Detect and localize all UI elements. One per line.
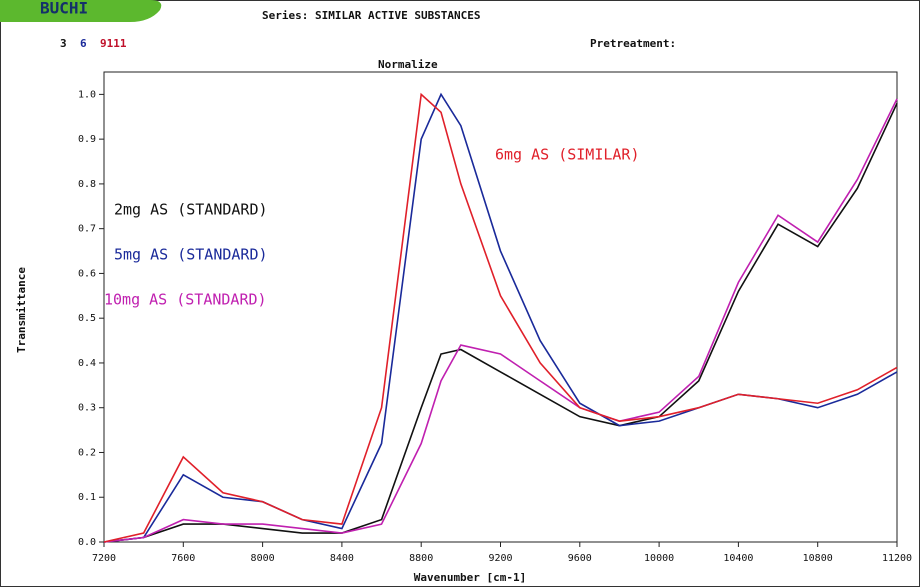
sample-id: 6 bbox=[80, 37, 87, 50]
logo-text: BUCHI bbox=[40, 0, 88, 18]
sample-id: 3 bbox=[60, 37, 67, 50]
x-tick-label: 7600 bbox=[171, 553, 195, 564]
series-line bbox=[103, 102, 898, 543]
y-tick-label: 0.3 bbox=[78, 403, 96, 414]
logo-badge bbox=[0, 0, 162, 22]
y-tick-label: 0.9 bbox=[78, 134, 96, 145]
x-tick-label: 9200 bbox=[488, 553, 512, 564]
x-tick-label: 10400 bbox=[723, 553, 753, 564]
sample-id: 9111 bbox=[100, 37, 127, 50]
legend-label: 6mg AS (SIMILAR) bbox=[495, 146, 640, 164]
x-tick-label: 11200 bbox=[882, 553, 912, 564]
x-tick-label: 10800 bbox=[803, 553, 833, 564]
x-axis-label: Wavenumber [cm-1] bbox=[414, 571, 527, 584]
y-tick-label: 0.1 bbox=[78, 492, 96, 503]
y-tick-label: 0.7 bbox=[78, 224, 96, 235]
series-line bbox=[103, 98, 898, 543]
pretreatment: Pretreatment: bbox=[590, 37, 676, 50]
x-tick-label: 8000 bbox=[251, 553, 275, 564]
y-axis-label: Transmittance bbox=[15, 267, 28, 353]
y-tick-label: 0.8 bbox=[78, 179, 96, 190]
x-tick-label: 9600 bbox=[568, 553, 592, 564]
x-tick-label: 8800 bbox=[409, 553, 433, 564]
y-tick-label: 0.5 bbox=[78, 313, 96, 324]
legend-label: 5mg AS (STANDARD) bbox=[114, 246, 268, 264]
y-tick-label: 0.6 bbox=[78, 268, 96, 279]
y-tick-label: 0.4 bbox=[78, 358, 96, 369]
y-tick-label: 0.0 bbox=[78, 537, 96, 548]
series-line bbox=[103, 92, 898, 543]
x-tick-label: 7200 bbox=[92, 553, 116, 564]
legend-label: 10mg AS (STANDARD) bbox=[104, 291, 267, 309]
chart-title: Normalize bbox=[378, 58, 438, 71]
legend-label: 2mg AS (STANDARD) bbox=[114, 201, 268, 219]
y-tick-label: 1.0 bbox=[78, 89, 96, 100]
x-tick-label: 8400 bbox=[330, 553, 354, 564]
series-title: Series: SIMILAR ACTIVE SUBSTANCES bbox=[262, 9, 481, 22]
y-tick-label: 0.2 bbox=[78, 447, 96, 458]
x-tick-label: 10000 bbox=[644, 553, 674, 564]
